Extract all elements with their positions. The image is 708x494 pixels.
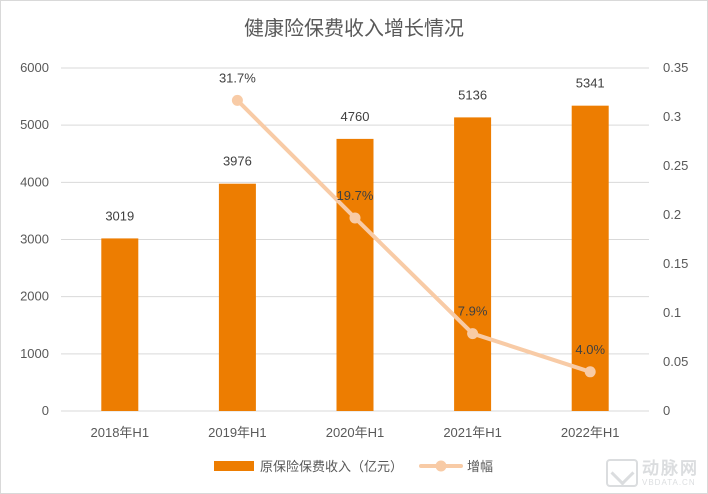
y-right-tick-label: 0.05	[663, 354, 688, 369]
bar-data-label: 5136	[458, 87, 487, 102]
bar-data-label: 4760	[341, 109, 370, 124]
x-tick-label: 2021年H1	[443, 425, 502, 440]
y-left-tick-label: 3000	[20, 232, 49, 247]
growth-point	[349, 212, 361, 224]
y-right-tick-label: 0.35	[663, 60, 688, 75]
growth-data-label: 31.7%	[219, 70, 256, 85]
y-left-tick-label: 4000	[20, 174, 49, 189]
x-tick-label: 2022年H1	[561, 425, 620, 440]
x-tick-label: 2020年H1	[326, 425, 385, 440]
bar-data-label: 3019	[105, 208, 134, 223]
growth-data-label: 7.9%	[458, 304, 488, 319]
y-left-tick-label: 5000	[20, 117, 49, 132]
growth-point	[467, 328, 479, 340]
y-left-tick-label: 1000	[20, 346, 49, 361]
bar	[101, 238, 139, 411]
y-right-tick-label: 0.3	[663, 109, 681, 124]
growth-point	[584, 366, 596, 378]
bar	[454, 117, 492, 411]
legend-bar-swatch	[214, 461, 254, 471]
growth-data-label: 4.0%	[575, 342, 605, 357]
bar	[218, 183, 256, 411]
x-tick-label: 2018年H1	[91, 425, 150, 440]
y-right-tick-label: 0.15	[663, 256, 688, 271]
growth-data-label: 19.7%	[337, 188, 374, 203]
bar-data-label: 5341	[576, 76, 605, 91]
y-right-tick-label: 0.1	[663, 305, 681, 320]
y-right-tick-label: 0.2	[663, 207, 681, 222]
chart-title: 健康险保费收入增长情况	[244, 17, 464, 40]
growth-line	[235, 98, 593, 374]
watermark-cn: 动脉网	[642, 458, 699, 478]
y-right-tick-label: 0	[663, 403, 670, 418]
vbdata-logo-icon	[606, 459, 638, 487]
watermark: 动脉网 VBDATA.CN	[606, 459, 699, 487]
y-left-tick-label: 2000	[20, 289, 49, 304]
bar-data-label: 3976	[223, 154, 252, 169]
legend-bar-label: 原保险保费收入（亿元）	[260, 459, 403, 474]
watermark-en: VBDATA.CN	[642, 477, 696, 487]
x-tick-label: 2019年H1	[208, 425, 267, 440]
legend-line-marker	[435, 460, 447, 472]
bar	[336, 138, 374, 412]
bar	[571, 105, 609, 411]
y-left-tick-label: 0	[42, 403, 49, 418]
y-left-tick-label: 6000	[20, 60, 49, 75]
growth-point	[231, 94, 243, 106]
y-right-tick-label: 0.25	[663, 158, 688, 173]
legend-line-label: 增幅	[467, 459, 493, 474]
